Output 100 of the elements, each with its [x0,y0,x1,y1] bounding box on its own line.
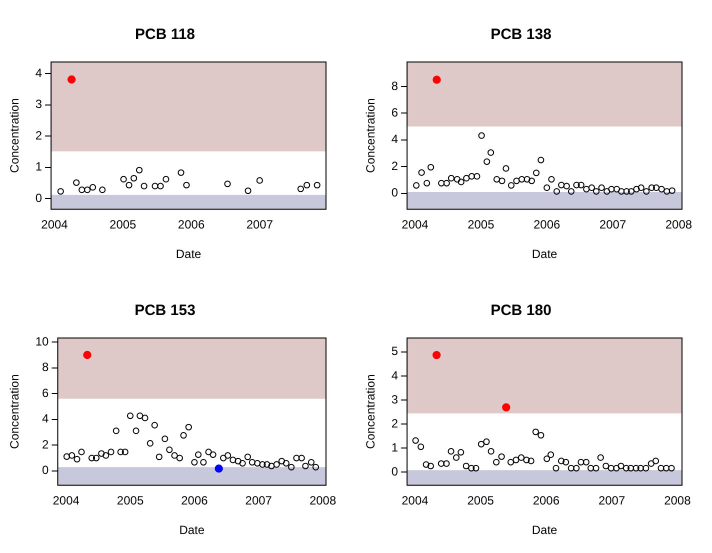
point [538,156,544,164]
point [498,178,506,184]
point [478,440,485,448]
point [493,176,500,183]
point [507,458,514,466]
point [146,440,154,447]
point [528,178,535,184]
point [220,454,227,462]
y-axis-title: Concentration [364,98,378,173]
point [314,182,320,188]
point [210,451,216,458]
point [205,448,212,456]
x-tick-label: 2004 [402,494,429,508]
y-tick-label: 8 [391,78,398,93]
chart-title: PCB 180 [490,302,552,320]
x-tick-label: 2004 [402,218,429,232]
point [151,422,158,428]
point [568,188,575,195]
point [458,178,464,186]
point [524,176,530,183]
y-tick-label: 8 [42,360,50,374]
point [200,458,207,466]
point [658,186,665,192]
point [623,188,630,195]
point [424,180,430,186]
point [312,464,320,470]
point [234,458,242,464]
point [278,458,286,464]
point [224,180,231,188]
point [162,436,168,442]
x-tick-label: 2005 [116,494,144,508]
x-tick-label: 2008 [665,218,692,232]
point [523,456,530,464]
point [264,461,270,468]
point [553,188,560,195]
point [642,464,650,472]
y-tick-label: 6 [42,386,50,400]
point [427,462,434,470]
point [472,464,480,472]
y-tick-label: 2 [42,437,50,452]
point [304,182,310,188]
point [532,428,539,436]
chart-title: PCB 153 [134,302,196,320]
point [587,464,594,472]
point [422,461,430,468]
point [273,461,280,468]
y-axis-title: Concentration [8,374,22,449]
point [191,458,198,466]
y-tick-label: 5 [391,344,398,358]
point [108,448,114,456]
point [244,454,252,460]
point [468,173,475,180]
point [547,451,554,458]
point [84,186,91,194]
x-tick-label: 2005 [110,218,137,232]
y-tick-label: 0 [391,186,398,200]
y-tick-label: 3 [391,392,398,406]
point [583,186,590,192]
y-tick-label: 4 [391,132,398,146]
point [592,464,600,472]
point [652,458,660,464]
point [628,188,635,195]
point [483,438,490,446]
x-tick-label: 2006 [178,218,205,232]
chart-title: PCB 138 [490,26,552,44]
x-tick-label: 2006 [181,494,208,508]
point [508,182,515,189]
x-tick-label: 2008 [309,494,336,508]
point [578,182,584,188]
point [613,186,620,192]
point [428,164,434,171]
point [239,460,246,467]
point [518,176,526,183]
y-tick-label: 0 [42,463,50,478]
point [613,464,620,472]
point [302,462,309,470]
point [448,448,454,455]
point [638,184,644,191]
point [259,461,266,468]
point [552,464,560,472]
point [608,464,614,472]
point [474,173,480,180]
x-axis-title: Date [176,247,202,262]
point [498,453,505,460]
point [598,184,605,191]
point [618,188,625,195]
point [413,182,420,189]
point [92,454,100,462]
point [412,437,419,444]
point [622,464,630,472]
point [468,464,475,472]
point [502,403,510,412]
point [664,188,670,195]
point [443,180,450,186]
point [438,460,444,467]
point [308,458,315,466]
point [443,460,450,467]
point [89,184,96,191]
point [578,458,584,466]
point [662,464,670,472]
